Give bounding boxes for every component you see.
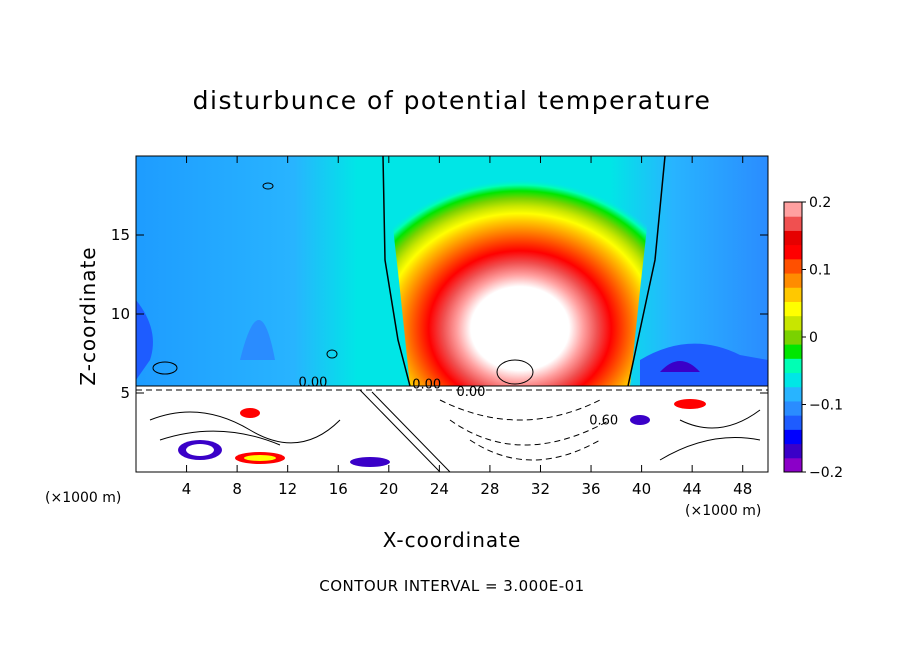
x-tick-label: 24 — [430, 480, 449, 498]
colorbar-cell — [784, 415, 802, 430]
y-tick-label: 10 — [111, 305, 130, 323]
x-tick-label: 40 — [632, 480, 651, 498]
y-tick-group: 5 10 15 — [111, 226, 768, 402]
colorbar-cell — [784, 358, 802, 374]
colorbar-tick-label: 0.2 — [809, 195, 831, 211]
contour-label: 0.00 — [412, 377, 441, 392]
x-axis-label: X-coordinate — [382, 528, 522, 552]
colorbar-cell — [784, 244, 802, 260]
colorbar-cell — [784, 258, 802, 274]
contour-label-group: 0.00 0.00 0.00 0.60 — [298, 376, 618, 429]
x-tick-label: 4 — [182, 480, 192, 498]
colorbar-tick-label: −0.1 — [809, 398, 843, 414]
chart-title: disturbunce of potential temperature — [192, 86, 712, 115]
x-tick-label: 44 — [683, 480, 702, 498]
colorbar-cell — [784, 202, 802, 217]
colorbar-cell — [784, 386, 802, 402]
colorbar-cell — [784, 400, 802, 416]
purple-patch-right — [660, 361, 700, 372]
x-tick-label: 28 — [480, 480, 499, 498]
y-tick-label: 5 — [120, 384, 130, 402]
x-tick-label: 32 — [531, 480, 550, 498]
surface-color-blobs — [178, 399, 706, 467]
contour-lines — [136, 156, 768, 472]
blue-patch-left — [136, 300, 153, 380]
colorbar-cell — [784, 273, 802, 288]
colorbar-tick-label: 0 — [809, 330, 818, 346]
colorbar-cell — [784, 287, 802, 302]
colorbar-cell — [784, 429, 802, 445]
x-tick-label: 8 — [232, 480, 242, 498]
x-unit-label-right: (×1000 m) — [685, 503, 762, 519]
colorbar-cell — [784, 372, 802, 388]
x-unit-label-left: (×1000 m) — [45, 490, 122, 506]
colorbar-cell — [784, 230, 802, 246]
colorbar-tick-label: 0.1 — [809, 263, 831, 279]
y-tick-label: 15 — [111, 226, 130, 244]
x-tick-group: 4 8 12 16 20 24 28 32 36 40 44 48 — [182, 156, 752, 498]
colorbar: 0.2 0.1 0 −0.1 −0.2 — [783, 195, 843, 481]
colorbar-cell — [784, 216, 802, 231]
x-tick-label: 12 — [278, 480, 297, 498]
colorbar-cell — [784, 301, 802, 317]
contour-interval-label: CONTOUR INTERVAL = 3.000E-01 — [319, 577, 585, 595]
colorbar-cell — [784, 443, 802, 459]
colorbar-cell — [784, 457, 802, 473]
contour-label: 0.00 — [298, 376, 327, 391]
x-tick-label: 36 — [581, 480, 600, 498]
blue-patch-right — [640, 343, 768, 386]
plume — [385, 156, 655, 386]
colorbar-cell — [784, 329, 802, 345]
contour-label: 0.00 — [456, 385, 485, 400]
x-tick-label: 20 — [379, 480, 398, 498]
blue-patch-left2 — [240, 320, 275, 360]
colorbar-cell — [784, 315, 802, 331]
colorbar-tick-label: −0.2 — [809, 465, 843, 481]
colorbar-cell — [784, 344, 802, 359]
x-tick-label: 48 — [733, 480, 752, 498]
plot-field — [136, 156, 768, 472]
x-tick-label: 16 — [329, 480, 348, 498]
surface-layer — [136, 386, 768, 472]
contour-label: 0.60 — [589, 414, 618, 429]
